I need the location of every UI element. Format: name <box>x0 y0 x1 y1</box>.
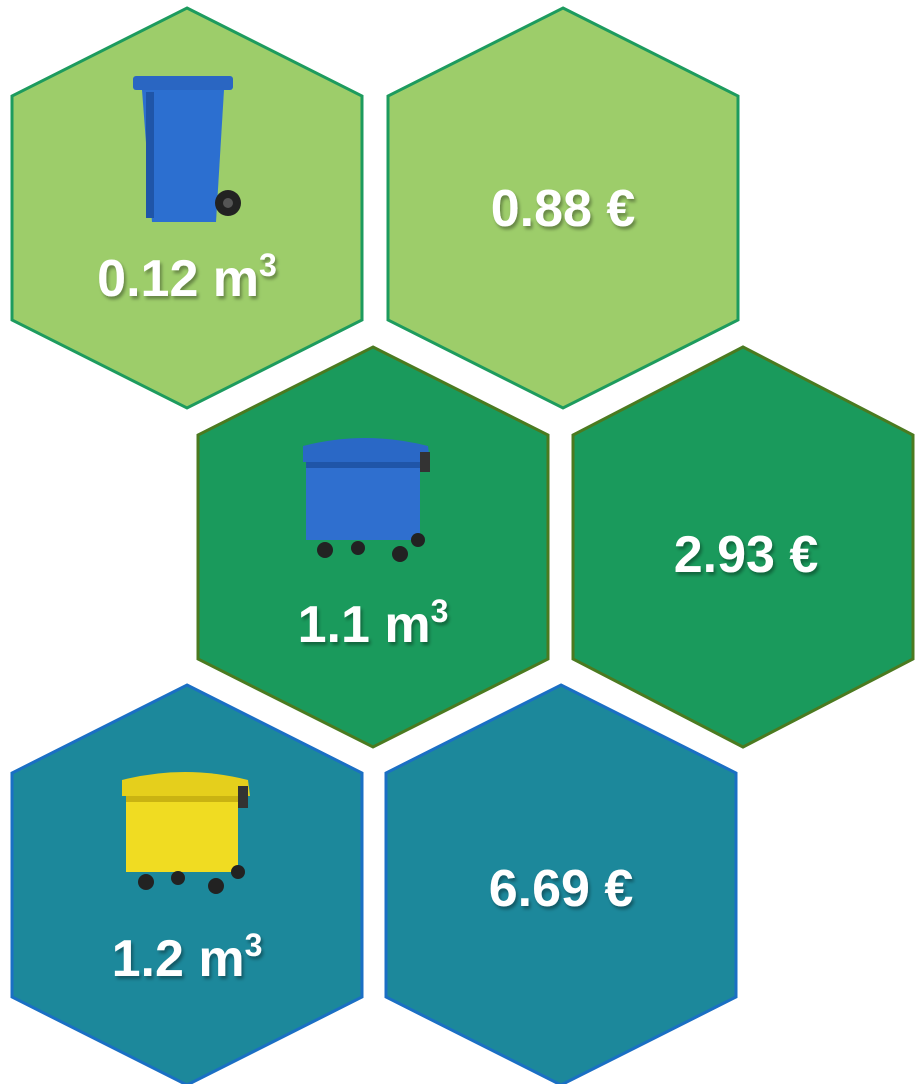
volume-label: 1.2 m3 <box>112 927 263 988</box>
volume-exponent: 3 <box>259 247 277 283</box>
price-label: 2.93 € <box>674 526 819 584</box>
price-label: 6.69 € <box>489 860 634 918</box>
hexagon <box>198 347 548 747</box>
volume: 1.2 m <box>112 930 245 988</box>
volume-exponent: 3 <box>431 593 449 629</box>
infographic: 0.12 m3 0.88 € 1.1 m3 2.93 € 1.2 m3 6.69… <box>0 0 915 1084</box>
volume: 0.12 m <box>97 250 259 308</box>
volume-label: 1.1 m3 <box>298 593 449 654</box>
volume-exponent: 3 <box>245 927 263 963</box>
volume: 1.1 m <box>298 596 431 654</box>
price-label: 0.88 € <box>491 180 636 238</box>
volume-label: 0.12 m3 <box>97 247 277 308</box>
page: 0.12 m3 0.88 € 1.1 m3 2.93 € 1.2 m3 6.69… <box>0 0 915 1084</box>
hexagon <box>12 685 362 1084</box>
